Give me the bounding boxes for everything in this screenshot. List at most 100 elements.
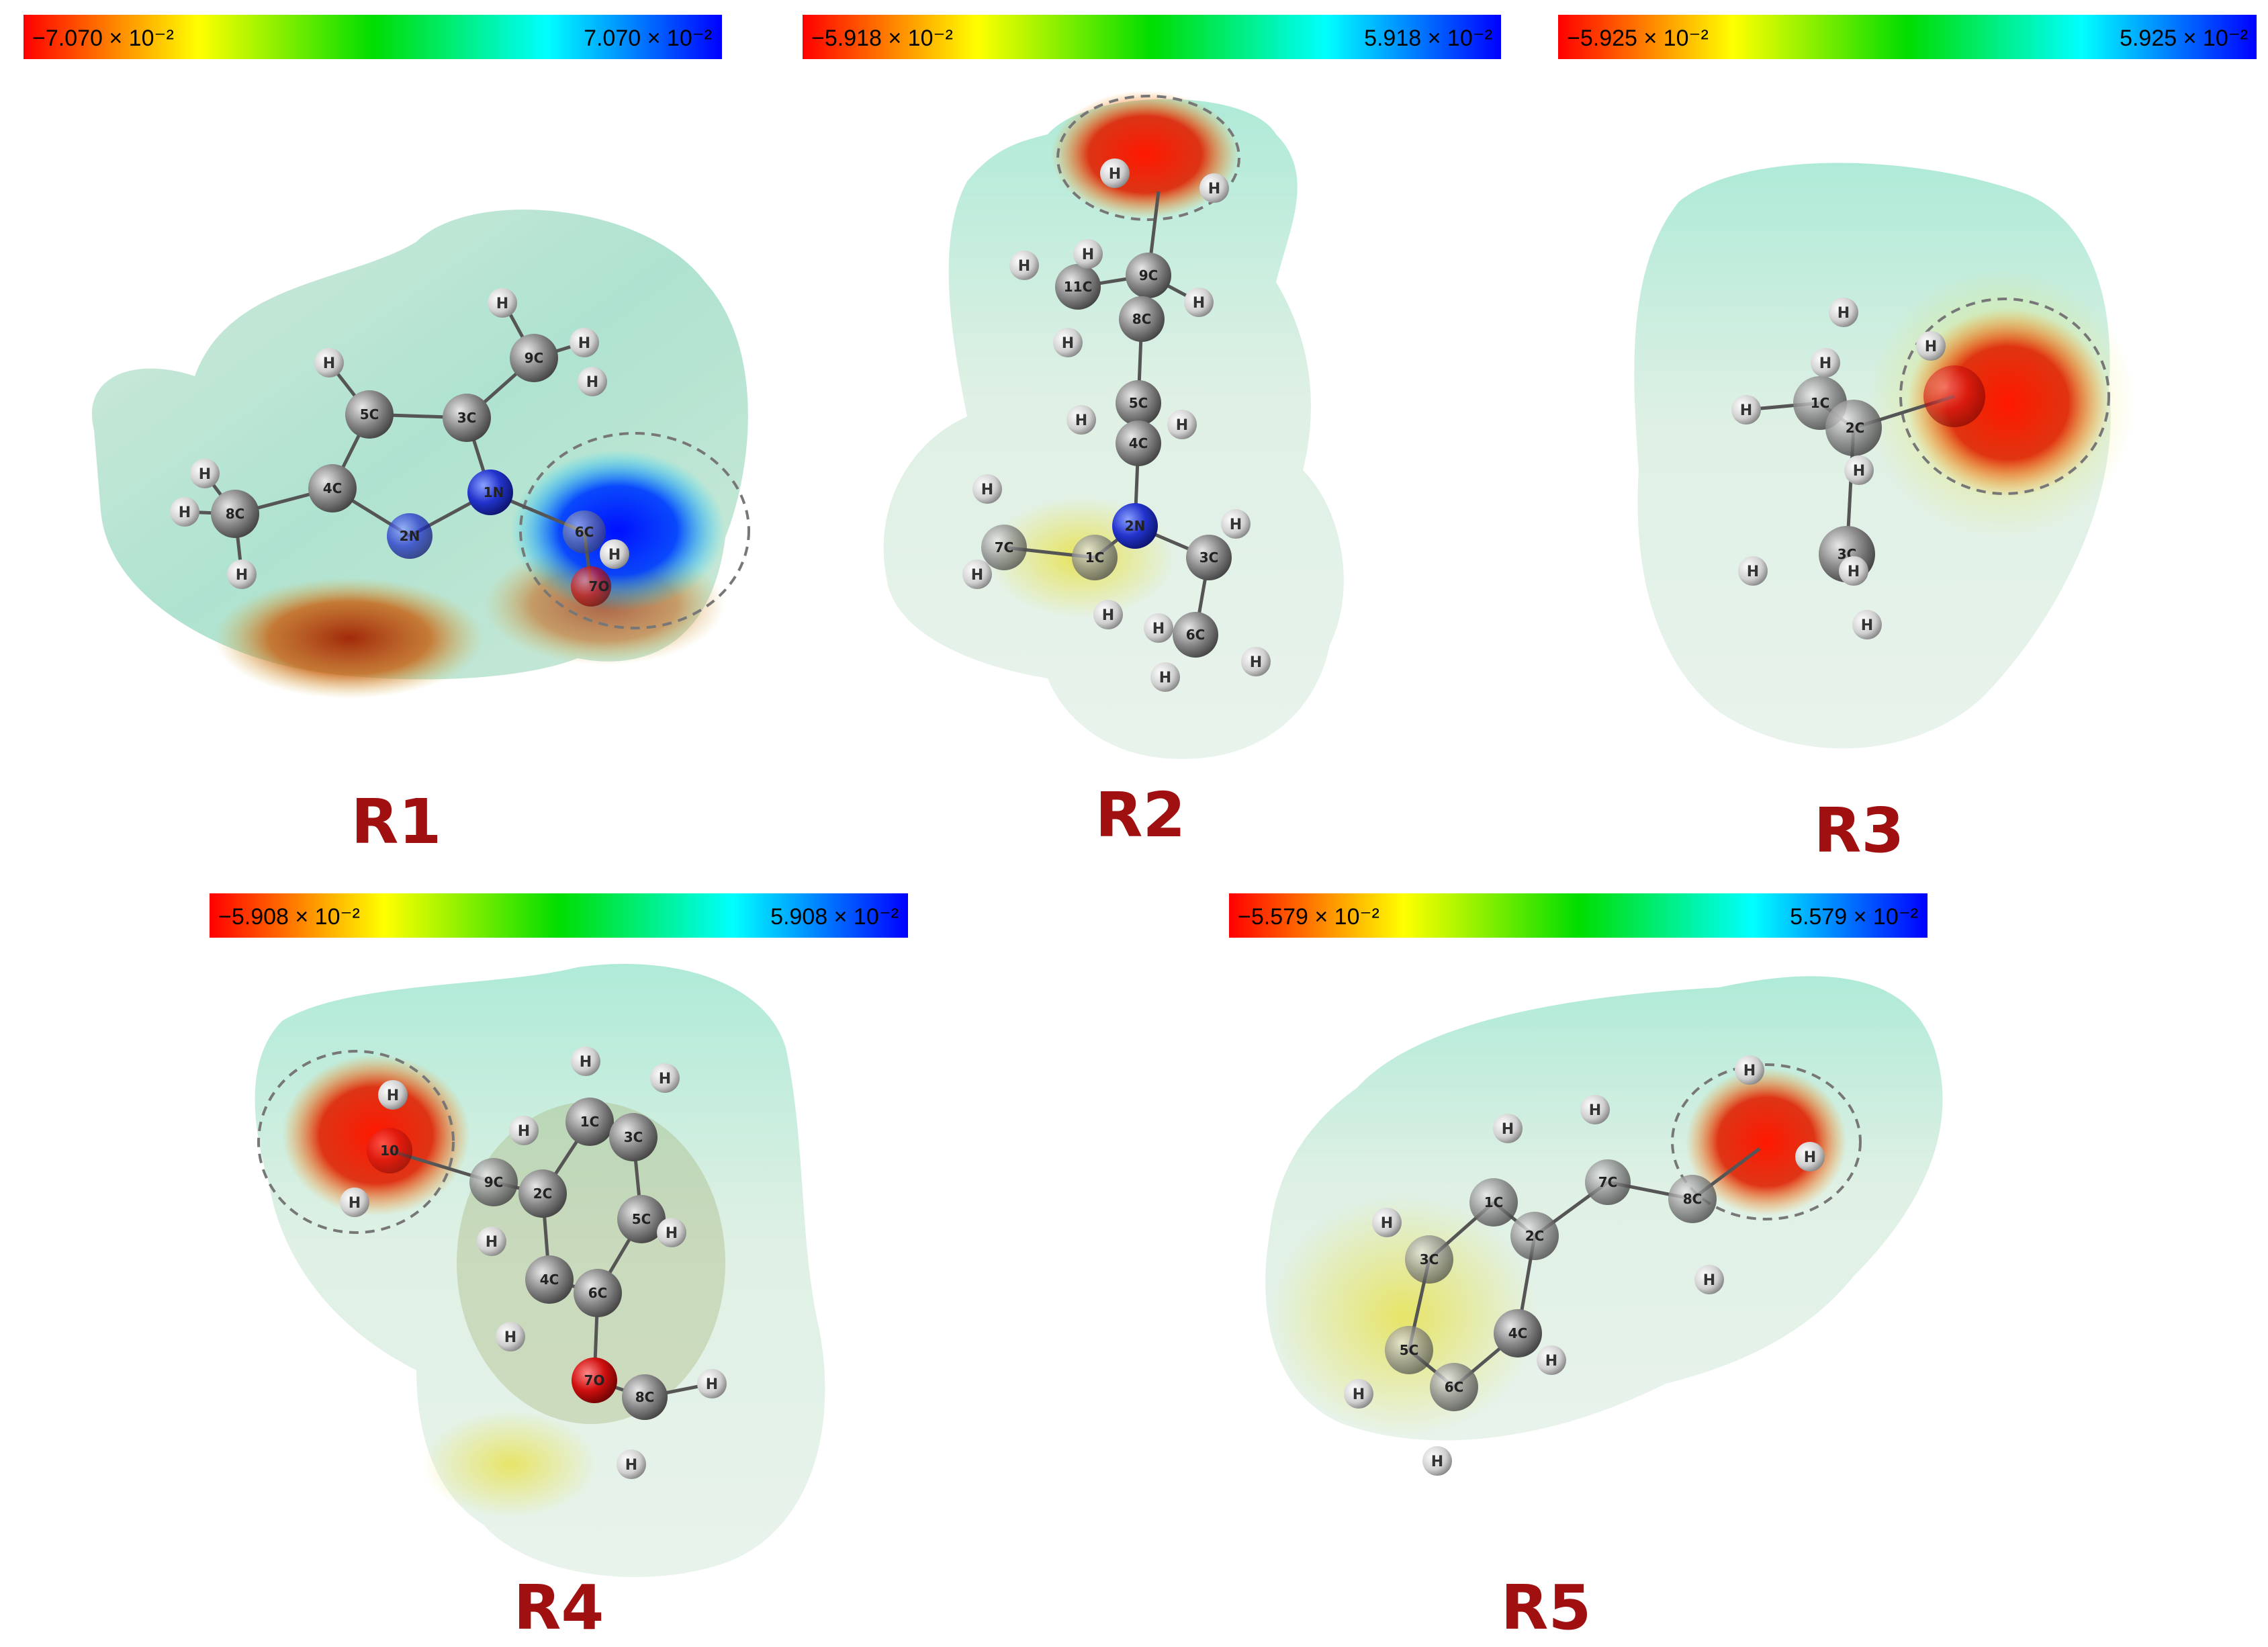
svg-text:7C: 7C	[1598, 1174, 1618, 1190]
svg-text:9C: 9C	[525, 350, 544, 366]
svg-text:4C: 4C	[1129, 435, 1148, 451]
svg-text:11C: 11C	[1064, 279, 1093, 295]
hydrogen-atom: H	[650, 1063, 680, 1093]
svg-text:1C: 1C	[1484, 1194, 1504, 1210]
atom: 7C	[981, 525, 1027, 570]
svg-text:9C: 9C	[484, 1174, 504, 1190]
panel-label-r3: R3	[1814, 795, 1905, 866]
svg-text:H: H	[1082, 247, 1094, 263]
svg-text:H: H	[706, 1376, 718, 1393]
svg-text:2C: 2C	[1525, 1228, 1545, 1244]
mep-surface-r2	[883, 91, 1344, 759]
svg-text:H: H	[1102, 607, 1114, 624]
atom: 7O	[571, 566, 611, 607]
hydrogen-atom: H	[378, 1080, 408, 1110]
hydrogen-atom: H	[488, 288, 517, 318]
svg-text:H: H	[518, 1123, 530, 1140]
colorbar-max-label: 5.579 × 10⁻²	[1790, 904, 1918, 930]
hydrogen-atom: H	[1829, 298, 1858, 327]
hydrogen-atom: H	[1580, 1095, 1610, 1124]
atom: 7C	[1585, 1159, 1631, 1205]
hydrogen-atom: H	[1422, 1446, 1452, 1476]
svg-text:H: H	[486, 1234, 498, 1251]
svg-text:5C: 5C	[1400, 1342, 1419, 1358]
atom: 5C	[617, 1195, 666, 1243]
svg-text:2N: 2N	[1125, 518, 1146, 534]
svg-text:H: H	[1740, 402, 1752, 419]
hydrogen-atom: H	[570, 328, 599, 357]
hydrogen-atom: H	[571, 1047, 600, 1076]
svg-text:H: H	[1703, 1272, 1715, 1289]
atom: 6C	[574, 1269, 622, 1317]
panel-label-r4: R4	[514, 1572, 604, 1644]
svg-text:3C: 3C	[1199, 549, 1219, 566]
svg-text:H: H	[625, 1457, 637, 1474]
hydrogen-atom: H	[227, 560, 257, 589]
svg-text:H: H	[1589, 1102, 1601, 1119]
svg-text:H: H	[1176, 417, 1188, 434]
hydrogen-atom: H	[1731, 395, 1761, 425]
hydrogen-atom: H	[1093, 600, 1123, 629]
hydrogen-atom: H	[600, 539, 629, 569]
svg-text:1C: 1C	[580, 1114, 600, 1130]
atom: 9C	[469, 1158, 518, 1206]
svg-text:H: H	[236, 567, 248, 584]
svg-text:2C: 2C	[1846, 420, 1865, 436]
svg-text:H: H	[1381, 1215, 1393, 1232]
svg-text:H: H	[578, 335, 590, 352]
oxygen-atom	[1923, 365, 1985, 427]
svg-text:H: H	[179, 504, 191, 521]
svg-text:3C: 3C	[624, 1129, 643, 1145]
svg-text:6C: 6C	[575, 524, 594, 540]
panel-label-r5: R5	[1501, 1572, 1592, 1644]
svg-text:H: H	[1848, 564, 1860, 580]
hydrogen-atom: H	[1916, 331, 1946, 361]
svg-text:10: 10	[380, 1143, 399, 1159]
atom: 1C	[565, 1098, 614, 1146]
svg-text:H: H	[387, 1087, 399, 1104]
svg-text:8C: 8C	[1683, 1191, 1703, 1207]
svg-text:H: H	[666, 1225, 678, 1242]
svg-text:H: H	[1109, 166, 1121, 183]
svg-text:H: H	[659, 1071, 671, 1087]
svg-text:H: H	[1230, 517, 1242, 533]
atom: 11C	[1055, 264, 1101, 310]
svg-text:3C: 3C	[1420, 1251, 1439, 1267]
svg-text:4C: 4C	[323, 480, 343, 496]
svg-text:7C: 7C	[995, 539, 1014, 555]
hydrogen-atom: H	[1493, 1114, 1523, 1143]
svg-text:H: H	[1861, 617, 1873, 634]
hydrogen-atom: H	[340, 1188, 369, 1217]
colorbar-r1: −7.070 × 10⁻² 7.070 × 10⁻²	[24, 15, 722, 59]
mep-surface-r5	[1265, 976, 1943, 1441]
hydrogen-atom: H	[1694, 1265, 1724, 1294]
atom: 5C	[345, 390, 394, 439]
atom: 1N	[467, 470, 513, 515]
atom: 3C	[443, 394, 491, 442]
hydrogen-atom: H	[1053, 328, 1083, 357]
hydrogen-atoms: H H H H H H H H H H H H H H H H H H H H H H H H H H H H H H H H H H H H H H H H…	[170, 159, 1946, 1479]
hydrogen-atom: H	[1852, 610, 1882, 639]
hydrogen-atom: H	[1844, 455, 1874, 485]
hydrogen-atom: H	[1067, 405, 1096, 435]
svg-text:H: H	[349, 1195, 361, 1212]
atom: 8C	[1119, 296, 1165, 342]
hydrogen-atom: H	[1372, 1208, 1402, 1237]
svg-text:H: H	[1545, 1353, 1557, 1370]
svg-text:H: H	[1925, 339, 1937, 355]
hydrogen-atom: H	[1221, 509, 1251, 539]
atom: 9C	[1126, 253, 1171, 298]
atom: 3C	[1186, 535, 1232, 580]
svg-text:H: H	[971, 567, 983, 584]
svg-text:H: H	[504, 1329, 516, 1346]
svg-text:H: H	[1838, 305, 1850, 322]
hydrogen-atom: H	[1795, 1142, 1825, 1171]
atom: 2C	[518, 1169, 567, 1218]
svg-text:H: H	[608, 547, 621, 564]
svg-text:H: H	[1743, 1063, 1756, 1079]
hydrogen-atom: H	[1144, 613, 1173, 643]
atom: 4C	[308, 464, 357, 513]
svg-text:1N: 1N	[484, 484, 504, 500]
hydrogen-atom: H	[1184, 287, 1214, 317]
